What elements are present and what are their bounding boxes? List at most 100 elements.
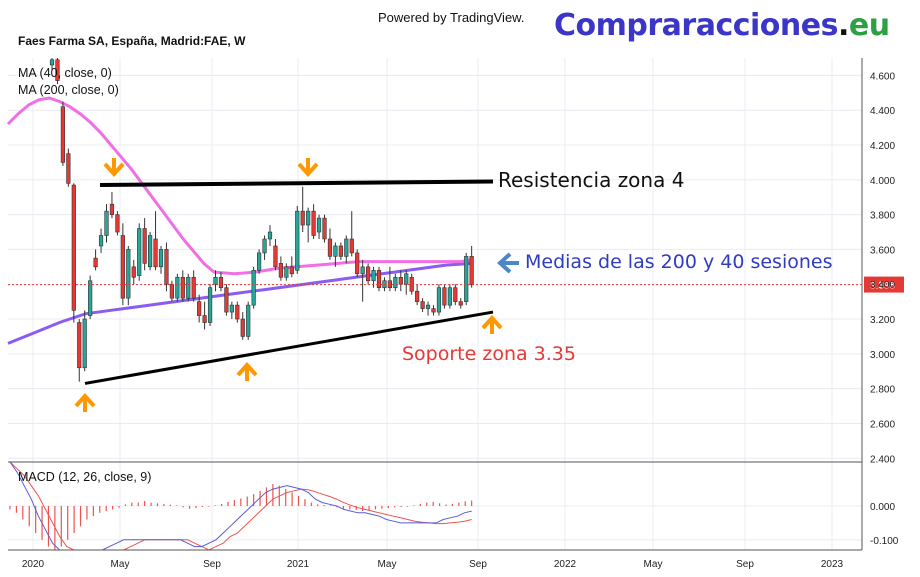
powered-by-text: Powered by TradingView.: [378, 10, 525, 25]
candle-body: [98, 235, 104, 247]
resistance-label: Resistencia zona 4: [498, 168, 685, 192]
candle-body: [164, 249, 169, 285]
candle-body: [240, 318, 245, 337]
candle-body: [142, 228, 147, 264]
candle-body: [284, 266, 289, 278]
y-tick-label: 3.000: [870, 350, 895, 361]
candlesticks: [49, 58, 474, 382]
averages-label: Medias de las 200 y 40 sesiones: [525, 251, 833, 273]
candle-body: [235, 304, 240, 320]
candle-body: [415, 290, 420, 302]
candle-body: [311, 210, 316, 236]
candle-body: [213, 276, 218, 285]
macd-tick-label: -0.100: [870, 536, 899, 547]
candle-body: [71, 184, 76, 311]
candle-body: [55, 59, 60, 81]
candle-body: [327, 238, 333, 257]
ma40-legend: MA (40, close, 0): [18, 66, 112, 80]
y-tick-label: 3.600: [870, 245, 895, 256]
candle-body: [66, 153, 71, 184]
candle-body: [360, 266, 365, 275]
support-line: [84, 310, 494, 385]
x-tick-label: May: [111, 559, 130, 570]
x-tick-label: Sep: [203, 559, 221, 570]
y-tick-label: 2.600: [870, 419, 895, 430]
candle-body: [431, 308, 436, 313]
candle-body: [355, 252, 360, 275]
ma200-legend: MA (200, close, 0): [18, 83, 119, 97]
candle-body: [148, 235, 153, 268]
arrow-down-head: [103, 162, 125, 177]
candle-body: [278, 263, 284, 278]
y-tick-label: 4.400: [870, 106, 895, 117]
candle-body: [169, 283, 175, 299]
resistance-line: [99, 179, 494, 188]
candle-body: [104, 210, 109, 236]
candle-body: [131, 266, 136, 278]
candle-body: [464, 256, 469, 302]
x-tick-label: Sep: [736, 559, 754, 570]
candle-body: [180, 276, 185, 299]
candle-body: [300, 210, 305, 226]
ma200-line: [7, 261, 472, 345]
candle-body: [256, 252, 262, 271]
candle-body: [197, 301, 202, 316]
candle-body: [218, 276, 224, 289]
candle-body: [224, 287, 229, 313]
ma40-line: [6, 96, 472, 276]
y-tick-label: 4.200: [870, 141, 895, 152]
candle-body: [77, 322, 82, 369]
candle-body: [376, 270, 382, 289]
candle-body: [469, 256, 474, 285]
x-axis-ticks: 2020 May Sep 2021 May Sep 2022 May Sep 2023: [22, 559, 844, 570]
arrow-down-head: [297, 162, 319, 177]
candle-body: [393, 276, 398, 289]
candle-body: [365, 266, 371, 282]
candle-body: [207, 287, 213, 323]
brand-main: Compraracciones: [554, 8, 838, 43]
candle-body: [191, 276, 196, 299]
candle-body: [442, 287, 447, 306]
candle-body: [436, 287, 442, 313]
grid-lines: [8, 58, 862, 550]
blue-arrow-head: [497, 252, 512, 274]
candle-body: [289, 266, 294, 275]
candle-body: [175, 276, 180, 299]
ma40-path: [6, 96, 472, 276]
candle-body: [60, 106, 65, 163]
axes: 3.398: [8, 58, 904, 551]
candle-body: [126, 249, 131, 299]
candle-body: [338, 245, 343, 257]
candle-body: [306, 210, 311, 226]
candle-body: [267, 231, 273, 240]
candle-body: [322, 217, 327, 240]
y-tick-label: 4.600: [870, 71, 895, 82]
brand-logo[interactable]: Compraracciones.eu: [554, 8, 890, 43]
x-tick-label: Sep: [469, 559, 487, 570]
candle-body: [93, 257, 98, 268]
candle-body: [333, 245, 338, 257]
arrow-up-head: [481, 315, 503, 330]
ma200-path: [7, 261, 472, 345]
arrows: [74, 158, 519, 412]
y-tick-label: 2.400: [870, 454, 895, 465]
candle-body: [246, 304, 251, 337]
candle-body: [202, 315, 207, 323]
brand-dot: .: [837, 8, 849, 43]
symbol-title: Faes Farma SA, España, Madrid:FAE, W: [18, 34, 246, 48]
x-tick-label: May: [378, 559, 397, 570]
candle-body: [109, 203, 115, 215]
arrow-up-head: [236, 362, 258, 377]
candle-body: [295, 210, 300, 271]
candle-body: [420, 301, 425, 309]
candle-body: [137, 228, 142, 276]
candle-body: [398, 276, 403, 285]
y-tick-label: 2.800: [870, 385, 895, 396]
last-price-badge: [864, 276, 904, 293]
y-tick-label: 3.800: [870, 211, 895, 222]
y-axis-ticks: 2.400 2.600 2.800 3.000 3.200 3.400 3.600 3.800…: [870, 71, 895, 465]
x-tick-label: 2023: [821, 559, 844, 570]
candle-body: [273, 245, 278, 268]
x-tick-label: 2021: [287, 559, 310, 570]
